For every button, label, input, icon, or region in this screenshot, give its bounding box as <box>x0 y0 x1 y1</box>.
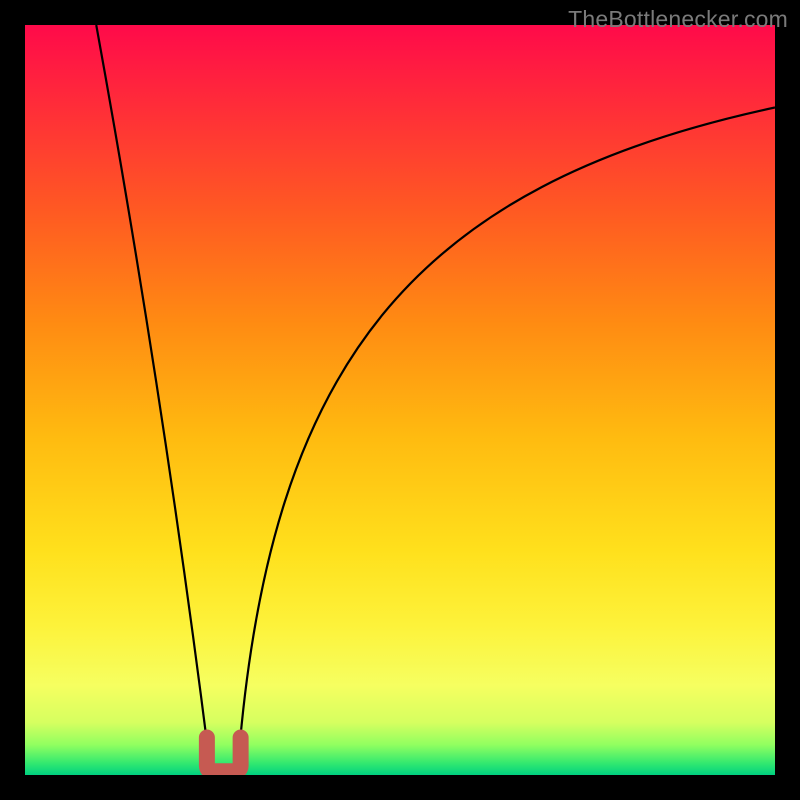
watermark-text: TheBottlenecker.com <box>568 6 788 33</box>
gradient-plot <box>25 25 775 775</box>
figure-frame: TheBottlenecker.com <box>0 0 800 800</box>
